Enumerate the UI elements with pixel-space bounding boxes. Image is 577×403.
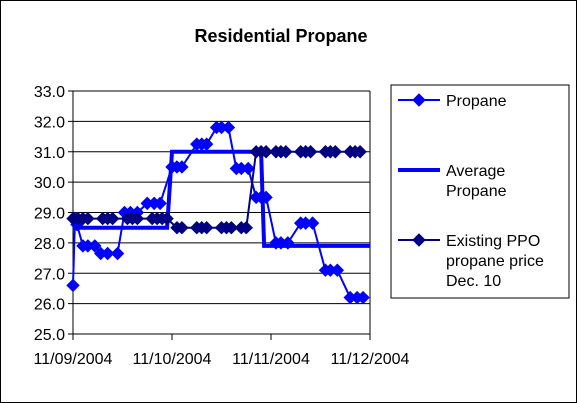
data-point — [239, 220, 253, 235]
series-line — [73, 149, 370, 248]
data-point — [303, 145, 318, 159]
y-tick-label: 26.0 — [34, 297, 65, 314]
y-tick-label: 25.0 — [34, 327, 65, 344]
chart-title: Residential Propane — [194, 26, 367, 46]
series-area — [66, 120, 370, 305]
y-tick-label: 31.0 — [34, 145, 65, 162]
data-point — [105, 211, 120, 226]
data-point — [224, 220, 239, 235]
data-point — [199, 220, 214, 235]
x-tick-label: 11/09/2004 — [34, 351, 113, 368]
legend-label: Dec. 10 — [446, 273, 501, 290]
y-tick-label: 28.0 — [34, 236, 65, 253]
y-tick-label: 27.0 — [34, 266, 65, 283]
legend-entry: Propane — [398, 93, 507, 110]
series-3 — [66, 145, 367, 235]
legend-label: propane price — [446, 253, 544, 270]
data-point — [100, 246, 115, 261]
data-point — [175, 160, 189, 174]
data-point — [330, 263, 345, 277]
data-point — [305, 216, 320, 230]
legend-box — [390, 84, 570, 299]
series-2 — [73, 149, 370, 248]
data-point — [328, 145, 343, 159]
legend-entry: Average Propane — [398, 163, 507, 200]
data-point — [356, 290, 370, 305]
data-point — [241, 161, 255, 176]
legend-entry: Existing PPO propane price Dec. 10 — [398, 233, 544, 290]
x-tick-label: 11/12/2004 — [331, 351, 410, 368]
legend-label: Propane — [446, 93, 507, 110]
x-tick-label: 11/10/2004 — [133, 351, 212, 368]
data-point — [110, 246, 125, 261]
y-tick-label: 33.0 — [34, 84, 65, 101]
legend-label: Existing PPO — [446, 233, 540, 250]
legend-swatch-marker — [412, 233, 426, 247]
data-point — [66, 278, 80, 293]
data-point — [160, 211, 174, 226]
legend-label: Propane — [446, 183, 507, 200]
data-point — [81, 211, 95, 226]
legend: Propane Average Propane Existing PPO propane… — [390, 84, 570, 299]
data-point — [175, 220, 189, 235]
legend-label: Average — [446, 163, 505, 180]
data-point — [259, 145, 273, 159]
data-point — [153, 196, 167, 211]
data-point — [130, 211, 145, 226]
y-tick-label: 30.0 — [34, 175, 65, 192]
y-tick-label: 32.0 — [34, 114, 65, 131]
data-point — [221, 120, 236, 135]
data-point — [279, 145, 293, 159]
legend-swatch-marker — [412, 93, 426, 107]
y-tick-label: 29.0 — [34, 206, 65, 223]
data-point — [353, 145, 367, 159]
data-point — [88, 239, 102, 253]
x-tick-label: 11/11/2004 — [232, 351, 310, 368]
